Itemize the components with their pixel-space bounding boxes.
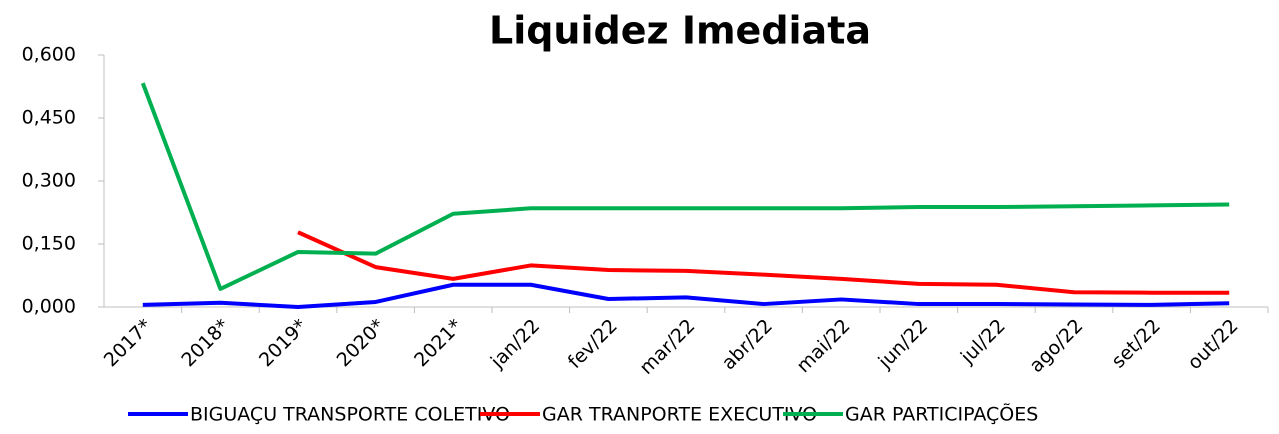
series-line <box>142 282 1230 309</box>
x-tick-label: out/22 <box>1183 315 1242 374</box>
x-tick-label: fev/22 <box>564 315 622 373</box>
x-tick-label: 2019* <box>255 315 311 371</box>
x-tick-label: jun/22 <box>874 315 933 374</box>
x-tick-label: jan/22 <box>486 315 544 373</box>
chart-title: Liquidez Imediata <box>489 9 871 53</box>
x-tick-label: mai/22 <box>792 315 854 377</box>
y-tick-label: 0,000 <box>22 296 76 318</box>
y-tick-label: 0,150 <box>22 233 76 255</box>
legend-label: BIGUAÇU TRANSPORTE COLETIVO <box>190 404 510 426</box>
x-tick-label: set/22 <box>1107 315 1165 373</box>
x-tick-label: 2020* <box>333 315 389 371</box>
legend-label: GAR PARTICIPAÇÕES <box>845 403 1038 426</box>
y-tick-label: 0,600 <box>22 44 76 66</box>
x-tick-label: abr/22 <box>718 315 777 374</box>
series-line <box>140 82 1230 291</box>
x-tick-label: jul/22 <box>956 315 1010 369</box>
legend-label: GAR TRANPORTE EXECUTIVO <box>542 404 817 426</box>
x-tick-label: 2021* <box>410 315 466 371</box>
x-tick-label: 2017* <box>100 315 156 371</box>
y-tick-label: 0,300 <box>22 170 76 192</box>
series-line <box>297 230 1230 295</box>
y-tick-label: 0,450 <box>22 107 76 129</box>
x-tick-label: 2018* <box>177 315 233 371</box>
x-tick-label: mar/22 <box>635 315 699 379</box>
x-tick-label: ago/22 <box>1025 315 1087 377</box>
